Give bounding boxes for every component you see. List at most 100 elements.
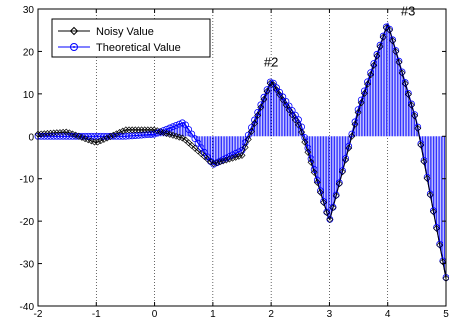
noisy-point bbox=[329, 204, 337, 212]
theoretical-point bbox=[389, 36, 397, 44]
noisy-point bbox=[260, 95, 268, 103]
noisy-point bbox=[423, 174, 431, 182]
noisy-point bbox=[370, 61, 378, 69]
theoretical-point bbox=[310, 166, 318, 173]
theoretical-point bbox=[339, 167, 346, 175]
theoretical-point bbox=[304, 144, 312, 152]
noisy-point bbox=[263, 87, 271, 95]
noisy-point bbox=[411, 112, 419, 120]
noisy-point bbox=[307, 158, 315, 166]
theoretical-point bbox=[269, 79, 277, 87]
x-tick-label: 2 bbox=[268, 309, 274, 320]
noisy-point bbox=[285, 106, 293, 114]
x-tick-label: 5 bbox=[443, 309, 449, 320]
theoretical-point bbox=[351, 118, 359, 126]
noisy-point bbox=[125, 126, 133, 134]
noisy-point bbox=[373, 52, 381, 60]
noisy-point bbox=[304, 148, 312, 156]
theoretical-point bbox=[295, 116, 302, 124]
legend-box bbox=[51, 18, 211, 58]
noisy-point bbox=[232, 153, 240, 161]
noisy-point bbox=[345, 144, 353, 152]
theoretical-point bbox=[364, 78, 371, 86]
series-markers bbox=[34, 23, 449, 282]
x-tick-label: -1 bbox=[92, 309, 101, 320]
noisy-point bbox=[291, 116, 299, 124]
theoretical-point bbox=[235, 148, 243, 156]
annotation-label: #2 bbox=[264, 54, 278, 69]
y-tick-label: 0 bbox=[28, 132, 34, 143]
theoretical-point bbox=[420, 157, 428, 164]
noisy-point bbox=[426, 191, 434, 199]
theoretical-point bbox=[426, 190, 434, 198]
theoretical-point bbox=[320, 197, 328, 205]
noisy-point bbox=[414, 124, 422, 132]
theoretical-point bbox=[298, 123, 306, 131]
theoretical-point bbox=[342, 155, 349, 162]
theoretical-point bbox=[188, 130, 196, 138]
noisy-point bbox=[439, 258, 447, 266]
theoretical-point bbox=[379, 32, 387, 40]
noisy-point bbox=[389, 37, 397, 45]
theoretical-point bbox=[257, 101, 265, 109]
noisy-point bbox=[128, 126, 136, 134]
noisy-point bbox=[338, 168, 346, 176]
theoretical-point bbox=[263, 86, 271, 94]
noisy-point bbox=[326, 215, 334, 223]
noisy-point bbox=[106, 133, 114, 141]
theoretical-point bbox=[285, 102, 293, 110]
theoretical-point bbox=[182, 121, 189, 129]
noisy-point bbox=[348, 132, 356, 140]
theoretical-point bbox=[301, 134, 309, 141]
annotation-label: #3 bbox=[401, 3, 415, 18]
noisy-point bbox=[379, 33, 387, 41]
theoretical-point bbox=[229, 151, 236, 159]
noisy-point bbox=[216, 158, 224, 166]
noisy-point bbox=[229, 154, 237, 162]
annotations: #2 #3 bbox=[264, 3, 415, 69]
theoretical-point bbox=[204, 153, 211, 161]
noisy-point bbox=[420, 158, 428, 166]
noisy-point bbox=[351, 120, 359, 128]
y-tick-label: 20 bbox=[23, 47, 35, 58]
noisy-point bbox=[251, 119, 259, 127]
legend-marker bbox=[69, 26, 79, 36]
noisy-point bbox=[144, 126, 152, 134]
noisy-point bbox=[392, 47, 400, 55]
theoretical-point bbox=[348, 130, 356, 138]
theoretical-point bbox=[408, 100, 415, 108]
theoretical-point bbox=[251, 116, 258, 124]
noisy-point bbox=[404, 90, 412, 98]
theoretical-point bbox=[414, 123, 422, 131]
noisy-point bbox=[235, 152, 243, 160]
theoretical-point bbox=[433, 224, 440, 231]
theoretical-point bbox=[323, 208, 331, 216]
noisy-point bbox=[429, 208, 437, 216]
noisy-point bbox=[257, 103, 265, 111]
noisy-point bbox=[316, 188, 324, 196]
noisy-point bbox=[213, 159, 221, 167]
theoretical-point bbox=[436, 240, 444, 248]
noisy-point bbox=[357, 99, 365, 107]
theoretical-point bbox=[332, 191, 340, 199]
theoretical-point bbox=[423, 173, 431, 181]
theoretical-point bbox=[354, 106, 362, 114]
theoretical-point bbox=[398, 68, 406, 76]
legend: Noisy Value Theoretical Value bbox=[51, 18, 211, 58]
y-tick-label: -30 bbox=[20, 260, 35, 271]
noisy-point bbox=[433, 224, 441, 232]
theoretical-point bbox=[411, 111, 419, 119]
theoretical-point bbox=[370, 60, 378, 67]
theoretical-point bbox=[357, 96, 365, 104]
theoretical-point bbox=[163, 125, 171, 133]
theoretical-point bbox=[288, 107, 296, 114]
theoretical-point bbox=[395, 57, 403, 65]
theoretical-point bbox=[345, 142, 353, 150]
theoretical-point bbox=[191, 135, 199, 143]
noisy-point bbox=[97, 137, 105, 145]
theoretical-point bbox=[254, 108, 262, 116]
noisy-point bbox=[298, 128, 306, 136]
x-tick-label: 0 bbox=[152, 309, 158, 320]
theoretical-point bbox=[430, 207, 437, 215]
